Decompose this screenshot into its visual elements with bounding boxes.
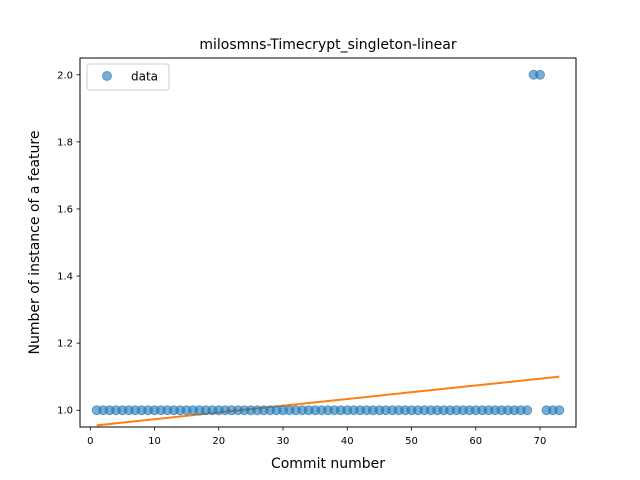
data-point bbox=[522, 405, 533, 416]
y-tick-label: 1.6 bbox=[57, 204, 73, 215]
x-tick-label: 0 bbox=[87, 436, 93, 447]
data-points-layer bbox=[91, 69, 565, 416]
y-axis-label: Number of instance of a feature bbox=[27, 131, 43, 355]
fit-line-layer bbox=[96, 375, 560, 427]
x-tick-label: 50 bbox=[405, 436, 418, 447]
x-tick-label: 10 bbox=[148, 436, 161, 447]
x-tick-label: 30 bbox=[277, 436, 290, 447]
x-axis-label: Commit number bbox=[271, 456, 385, 472]
legend-marker-data bbox=[102, 71, 112, 81]
legend-box bbox=[86, 63, 170, 91]
x-tick-label: 70 bbox=[534, 436, 547, 447]
x-tick-label: 40 bbox=[341, 436, 354, 447]
plot-frame bbox=[79, 57, 577, 428]
x-axis-ticks: 0 10 20 30 40 50 60 70 bbox=[87, 427, 546, 447]
legend-label-data: data bbox=[131, 70, 158, 84]
x-tick-label: 60 bbox=[469, 436, 482, 447]
plot-area bbox=[80, 58, 576, 427]
chart-title: milosmns-Timecrypt_singleton-linear bbox=[199, 37, 456, 53]
legend: data bbox=[86, 63, 170, 91]
x-tick-label: 20 bbox=[212, 436, 225, 447]
data-point bbox=[535, 69, 546, 80]
y-tick-label: 2.0 bbox=[57, 70, 73, 81]
y-axis-ticks: 1.0 1.2 1.4 1.6 1.8 2.0 bbox=[57, 70, 80, 417]
y-tick-label: 1.2 bbox=[57, 339, 73, 350]
data-point bbox=[554, 405, 565, 416]
fit-line bbox=[96, 375, 560, 427]
y-tick-label: 1.4 bbox=[57, 272, 73, 283]
y-tick-label: 1.8 bbox=[57, 137, 73, 148]
y-tick-label: 1.0 bbox=[57, 406, 73, 417]
